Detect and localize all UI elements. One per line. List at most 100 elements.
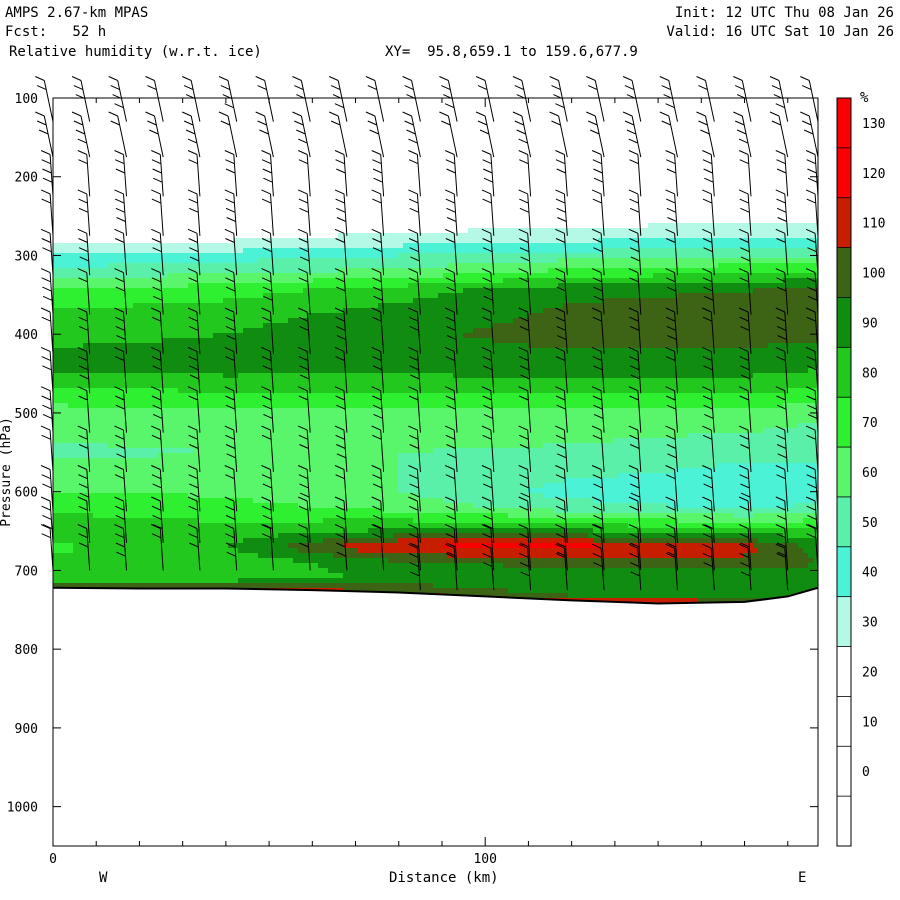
rh-cell (343, 323, 349, 329)
rh-cell (183, 343, 189, 349)
rh-cell (213, 468, 219, 474)
rh-cell (173, 473, 179, 479)
rh-cell (373, 553, 379, 559)
rh-cell (238, 328, 244, 334)
rh-cell (188, 343, 194, 349)
rh-cell (188, 413, 194, 419)
rh-cell (228, 503, 234, 509)
rh-cell (118, 358, 124, 364)
rh-cell (98, 363, 104, 369)
rh-cell (173, 403, 179, 409)
rh-cell (118, 408, 124, 414)
rh-cell (193, 503, 199, 509)
rh-cell (243, 558, 249, 564)
rh-cell (163, 338, 169, 344)
rh-cell (263, 408, 269, 414)
rh-cell (253, 458, 259, 464)
rh-cell (113, 268, 119, 274)
rh-cell (308, 423, 314, 429)
rh-cell (183, 263, 189, 269)
rh-cell (83, 413, 89, 419)
rh-cell (153, 278, 159, 284)
rh-cell (98, 338, 104, 344)
rh-cell (338, 408, 344, 414)
rh-cell (353, 558, 359, 564)
rh-cell (308, 303, 314, 309)
rh-cell (203, 508, 209, 514)
rh-cell (143, 373, 149, 379)
rh-cell (118, 293, 124, 299)
rh-cell (368, 468, 374, 474)
rh-cell (223, 248, 229, 254)
rh-cell (113, 313, 119, 319)
rh-cell (258, 288, 264, 294)
rh-cell (198, 388, 204, 394)
rh-cell (148, 473, 154, 479)
rh-cell (298, 463, 304, 469)
rh-cell (168, 303, 174, 309)
rh-cell (213, 463, 219, 469)
rh-cell (358, 483, 364, 489)
rh-cell (193, 323, 199, 329)
rh-cell (58, 318, 64, 324)
rh-cell (58, 283, 64, 289)
rh-cell (178, 283, 184, 289)
rh-cell (188, 508, 194, 514)
rh-cell (193, 418, 199, 424)
rh-cell (298, 538, 304, 544)
rh-cell (188, 408, 194, 414)
rh-cell (373, 348, 379, 354)
rh-cell (363, 528, 369, 534)
rh-cell (63, 328, 69, 334)
rh-cell (368, 413, 374, 419)
rh-cell (343, 478, 349, 484)
rh-cell (193, 483, 199, 489)
rh-cell (348, 573, 354, 579)
rh-cell (133, 378, 139, 384)
rh-cell (73, 408, 79, 414)
rh-cell (123, 393, 129, 399)
rh-cell (253, 483, 259, 489)
rh-cell (318, 273, 324, 279)
rh-cell (373, 468, 379, 474)
rh-cell (313, 508, 319, 514)
rh-cell (213, 363, 219, 369)
rh-cell (58, 528, 64, 534)
rh-cell (58, 428, 64, 434)
rh-cell (238, 428, 244, 434)
rh-cell (353, 473, 359, 479)
rh-cell (273, 373, 279, 379)
rh-cell (293, 558, 299, 564)
rh-cell (283, 568, 289, 574)
rh-cell (153, 538, 159, 544)
rh-cell (178, 428, 184, 434)
rh-cell (253, 518, 259, 524)
rh-cell (53, 373, 59, 379)
rh-cell (58, 538, 64, 544)
rh-cell (113, 398, 119, 404)
rh-cell (143, 303, 149, 309)
rh-cell (168, 443, 174, 449)
rh-cell (108, 268, 114, 274)
rh-cell (253, 493, 259, 499)
rh-cell (243, 273, 249, 279)
rh-cell (78, 533, 84, 539)
rh-cell (248, 578, 254, 584)
rh-cell (163, 383, 169, 389)
rh-cell (153, 293, 159, 299)
rh-cell (198, 258, 204, 264)
rh-cell (68, 538, 74, 544)
rh-cell (243, 448, 249, 454)
rh-cell (323, 338, 329, 344)
rh-cell (53, 398, 59, 404)
rh-cell (138, 483, 144, 489)
rh-cell (243, 328, 249, 334)
rh-cell (138, 578, 144, 584)
rh-cell (213, 438, 219, 444)
rh-cell (323, 408, 329, 414)
rh-cell (93, 473, 99, 479)
rh-cell (113, 348, 119, 354)
rh-cell (313, 273, 319, 279)
rh-cell (198, 518, 204, 524)
rh-cell (163, 263, 169, 269)
